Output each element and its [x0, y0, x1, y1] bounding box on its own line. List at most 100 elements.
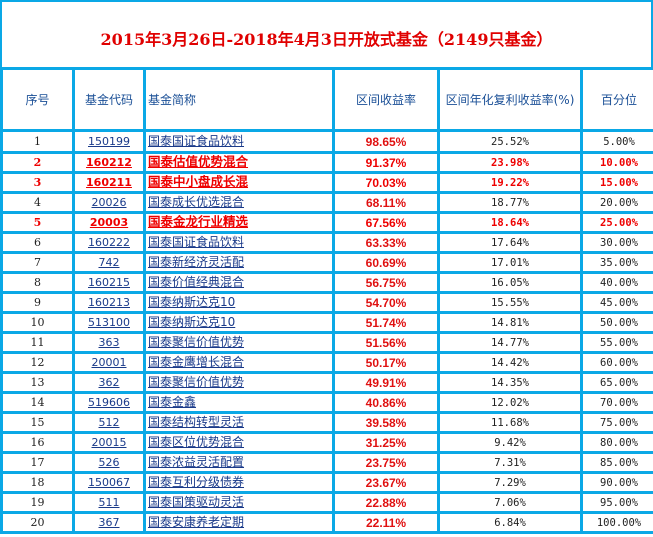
cell-fund-code: 511 [72, 491, 146, 514]
cell-fund-name: 国泰纳斯达克10 [143, 311, 335, 334]
fund-name-link[interactable]: 国泰金龙行业精选 [148, 214, 249, 230]
cell-fund-name: 国泰结构转型灵活 [143, 411, 335, 434]
fund-name-link[interactable]: 国泰区位优势混合 [148, 435, 245, 450]
cell-annualized-return: 25.52% [437, 129, 583, 154]
fund-code-link[interactable]: 160215 [88, 275, 130, 289]
table-row: 10 513100 国泰纳斯达克10 51.74% 14.81% 50.00% [0, 311, 653, 334]
fund-code-link[interactable]: 363 [98, 335, 120, 349]
cell-fund-name: 国泰价值经典混合 [143, 271, 335, 294]
row-index: 1 [34, 134, 41, 148]
fund-code-link[interactable]: 160211 [86, 175, 132, 189]
cell-percentile: 85.00% [580, 451, 653, 474]
table-row: 5 20003 国泰金龙行业精选 67.56% 18.64% 25.00% [0, 211, 653, 234]
cell-period-return: 40.86% [332, 391, 440, 414]
row-index: 19 [30, 495, 45, 509]
fund-code-link[interactable]: 367 [98, 515, 120, 529]
cell-period-return: 98.65% [332, 129, 440, 154]
cell-period-return: 68.11% [332, 191, 440, 214]
cell-index: 16 [0, 431, 75, 454]
fund-name-link[interactable]: 国泰新经济灵活配 [148, 255, 245, 270]
table-body: 1 150199 国泰国证食品饮料 98.65% 25.52% 5.00% 2 160212 国… [0, 129, 653, 534]
cell-annualized-return: 19.22% [437, 171, 583, 194]
cell-annualized-return: 7.31% [437, 451, 583, 474]
fund-name-link[interactable]: 国泰浓益灵活配置 [148, 455, 245, 470]
fund-code-link[interactable]: 160213 [88, 295, 130, 309]
fund-code-link[interactable]: 513100 [88, 315, 130, 329]
page-title: 2015年3月26日-2018年4月3日开放式基金（2149只基金） [100, 29, 553, 49]
fund-code-link[interactable]: 160222 [88, 235, 130, 249]
row-index: 3 [33, 175, 42, 189]
cell-percentile: 20.00% [580, 191, 653, 214]
cell-index: 1 [0, 129, 75, 154]
row-index: 18 [30, 475, 45, 489]
cell-fund-name: 国泰区位优势混合 [143, 431, 335, 454]
fund-name-link[interactable]: 国泰中小盘成长混 [148, 174, 249, 190]
cell-fund-name: 国泰聚信价值优势 [143, 331, 335, 354]
fund-name-link[interactable]: 国泰金鑫 [148, 395, 197, 410]
fund-name-link[interactable]: 国泰互利分级债券 [148, 475, 245, 490]
table-row: 15 512 国泰结构转型灵活 39.58% 11.68% 75.00% [0, 411, 653, 434]
cell-period-return: 51.56% [332, 331, 440, 354]
fund-name-link[interactable]: 国泰成长优选混合 [148, 195, 245, 210]
fund-name-link[interactable]: 国泰安康养老定期 [148, 515, 245, 530]
fund-code-link[interactable]: 512 [98, 415, 120, 429]
cell-fund-name: 国泰金龙行业精选 [143, 211, 335, 234]
table-header-row: 序号 基金代码 基金简称 区间收益率 区间年化复利收益率(%) 百分位 [0, 67, 653, 132]
cell-percentile: 100.00% [580, 511, 653, 534]
fund-code-link[interactable]: 20015 [91, 435, 127, 449]
cell-annualized-return: 7.06% [437, 491, 583, 514]
cell-fund-name: 国泰成长优选混合 [143, 191, 335, 214]
fund-code-link[interactable]: 150067 [88, 475, 130, 489]
fund-code-link[interactable]: 519606 [88, 395, 130, 409]
fund-code-link[interactable]: 362 [98, 375, 120, 389]
fund-table: 序号 基金代码 基金简称 区间收益率 区间年化复利收益率(%) 百分位 1 150… [0, 67, 653, 534]
cell-fund-code: 742 [72, 251, 146, 274]
table-row: 7 742 国泰新经济灵活配 60.69% 17.01% 35.00% [0, 251, 653, 274]
fund-code-link[interactable]: 150199 [88, 134, 130, 148]
fund-name-link[interactable]: 国泰金鹰增长混合 [148, 355, 245, 370]
fund-name-link[interactable]: 国泰纳斯达克10 [148, 315, 236, 330]
fund-code-link[interactable]: 526 [98, 455, 120, 469]
fund-code-link[interactable]: 20003 [89, 215, 129, 229]
cell-percentile: 45.00% [580, 291, 653, 314]
row-index: 20 [30, 515, 45, 529]
fund-name-link[interactable]: 国泰国证食品饮料 [148, 134, 245, 148]
table-row: 17 526 国泰浓益灵活配置 23.75% 7.31% 85.00% [0, 451, 653, 474]
fund-code-link[interactable]: 20026 [91, 195, 127, 209]
fund-name-link[interactable]: 国泰估值优势混合 [148, 154, 249, 170]
cell-percentile: 5.00% [580, 129, 653, 154]
fund-code-link[interactable]: 160212 [86, 155, 132, 169]
fund-name-link[interactable]: 国泰聚信价值优势 [148, 375, 245, 390]
cell-percentile: 50.00% [580, 311, 653, 334]
cell-annualized-return: 11.68% [437, 411, 583, 434]
cell-percentile: 70.00% [580, 391, 653, 414]
fund-name-link[interactable]: 国泰纳斯达克10 [148, 295, 236, 310]
fund-name-link[interactable]: 国泰价值经典混合 [148, 275, 245, 290]
fund-code-link[interactable]: 511 [98, 495, 120, 509]
cell-percentile: 40.00% [580, 271, 653, 294]
table-row: 18 150067 国泰互利分级债券 23.67% 7.29% 90.00% [0, 471, 653, 494]
cell-fund-code: 20001 [72, 351, 146, 374]
cell-percentile: 55.00% [580, 331, 653, 354]
fund-name-link[interactable]: 国泰聚信价值优势 [148, 335, 245, 350]
row-index: 8 [34, 275, 41, 289]
fund-code-link[interactable]: 20001 [91, 355, 127, 369]
fund-name-link[interactable]: 国泰国策驱动灵活 [148, 495, 245, 510]
cell-fund-name: 国泰国证食品饮料 [143, 231, 335, 254]
cell-fund-code: 367 [72, 511, 146, 534]
cell-percentile: 65.00% [580, 371, 653, 394]
cell-fund-code: 150067 [72, 471, 146, 494]
table-row: 12 20001 国泰金鹰增长混合 50.17% 14.42% 60.00% [0, 351, 653, 374]
row-index: 10 [30, 315, 45, 329]
row-index: 5 [33, 215, 42, 229]
cell-period-return: 50.17% [332, 351, 440, 374]
title-banner: 2015年3月26日-2018年4月3日开放式基金（2149只基金） [0, 0, 653, 69]
header-period-return: 区间收益率 [332, 67, 440, 132]
cell-period-return: 56.75% [332, 271, 440, 294]
cell-fund-name: 国泰浓益灵活配置 [143, 451, 335, 474]
cell-annualized-return: 18.77% [437, 191, 583, 214]
fund-name-link[interactable]: 国泰国证食品饮料 [148, 235, 245, 250]
fund-code-link[interactable]: 742 [98, 255, 120, 269]
fund-name-link[interactable]: 国泰结构转型灵活 [148, 415, 245, 430]
cell-index: 15 [0, 411, 75, 434]
